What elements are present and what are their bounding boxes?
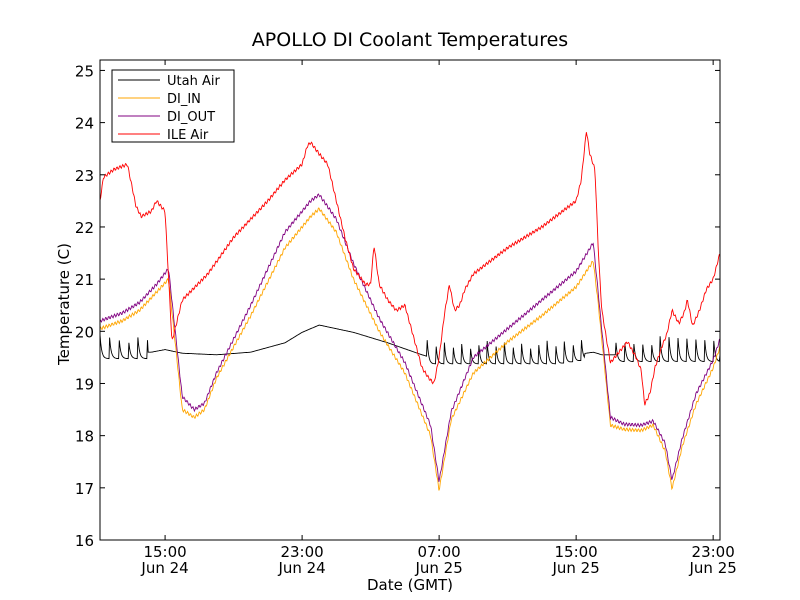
y-tick-label: 25: [75, 62, 94, 80]
x-tick-label-date: Jun 24: [277, 559, 325, 577]
x-tick-label-date: Jun 25: [689, 559, 737, 577]
x-axis-label: Date (GMT): [367, 576, 453, 594]
legend-label: Utah Air: [167, 74, 220, 89]
series-line-utah-air: [100, 324, 720, 365]
x-tick-label-time: 23:00: [280, 543, 323, 561]
y-tick-label: 17: [75, 480, 94, 498]
y-tick-label: 21: [75, 271, 94, 289]
y-tick-label: 18: [75, 428, 94, 446]
chart-title: APOLLO DI Coolant Temperatures: [252, 29, 568, 51]
x-tick-label-time: 15:00: [555, 543, 598, 561]
x-tick-label-date: Jun 25: [551, 559, 599, 577]
y-tick-label: 19: [75, 375, 94, 393]
plot-frame: [99, 59, 721, 541]
y-tick-label: 16: [75, 532, 94, 550]
y-axis-label: Temperature (C): [55, 243, 73, 366]
x-tick-label-date: Jun 25: [414, 559, 462, 577]
y-tick-label: 22: [75, 219, 94, 237]
legend-label: DI_IN: [167, 92, 201, 107]
legend-label: DI_OUT: [167, 110, 215, 125]
x-tick-label-time: 07:00: [417, 543, 460, 561]
legend-box: [111, 69, 235, 143]
x-tick-label-date: Jun 24: [140, 559, 188, 577]
y-tick-label: 23: [75, 167, 94, 185]
legend: Utah Air DI_IN DI_OUT ILE Air: [111, 69, 235, 143]
legend-label: ILE Air: [167, 128, 209, 143]
y-tick-label: 24: [75, 115, 94, 133]
x-tick-label-time: 23:00: [692, 543, 735, 561]
series-line-di-in: [100, 207, 720, 491]
series-group: [100, 132, 720, 491]
series-line-di-out: [100, 193, 720, 482]
x-tick-label-time: 15:00: [143, 543, 186, 561]
y-tick-label: 20: [75, 323, 94, 341]
series-line-ile-air: [100, 132, 720, 406]
